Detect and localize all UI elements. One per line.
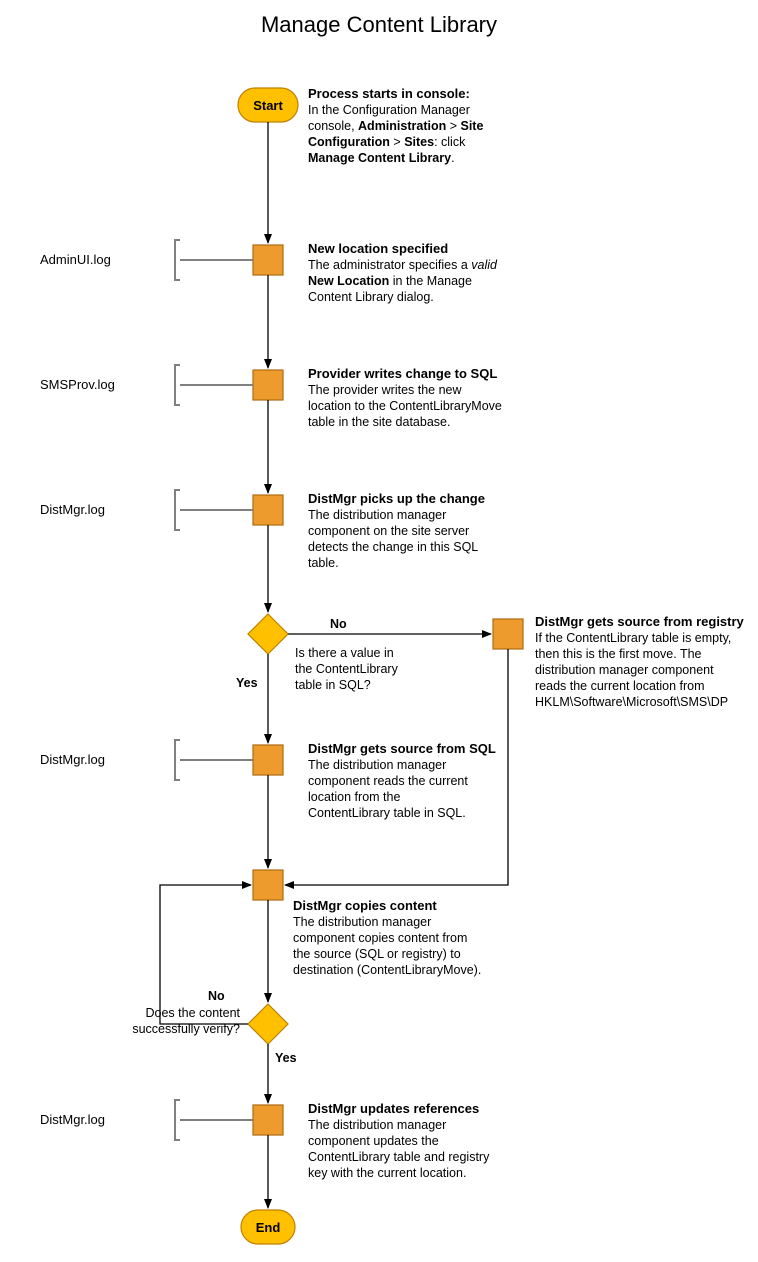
svg-text:reads the current location fro: reads the current location from xyxy=(535,679,705,693)
log-adminui: AdminUI.log xyxy=(40,240,253,280)
svg-text:Is there a value in: Is there a value in xyxy=(295,646,394,660)
svg-text:Start: Start xyxy=(253,98,283,113)
svg-text:New Location in the Manage: New Location in the Manage xyxy=(308,274,472,288)
svg-text:If the ContentLibrary table is: If the ContentLibrary table is empty, xyxy=(535,631,731,645)
svg-text:DistMgr.log: DistMgr.log xyxy=(40,502,105,517)
svg-text:HKLM\Software\Microsoft\SMS\DP: HKLM\Software\Microsoft\SMS\DP xyxy=(535,695,728,709)
svg-text:Configuration > Sites: click: Configuration > Sites: click xyxy=(308,135,466,149)
svg-text:console, Administration > Site: console, Administration > Site xyxy=(308,119,483,133)
svg-text:table.: table. xyxy=(308,556,339,570)
svg-text:component copies content from: component copies content from xyxy=(293,931,467,945)
log-smsprov: SMSProv.log xyxy=(40,365,253,405)
svg-text:Yes: Yes xyxy=(275,1051,297,1065)
svg-text:SMSProv.log: SMSProv.log xyxy=(40,377,115,392)
svg-text:ContentLibrary table in SQL.: ContentLibrary table in SQL. xyxy=(308,806,466,820)
svg-text:detects the change in this SQL: detects the change in this SQL xyxy=(308,540,478,554)
node-d2: Does the content successfully verify? Ye… xyxy=(132,989,296,1065)
svg-text:the ContentLibrary: the ContentLibrary xyxy=(295,662,399,676)
svg-text:The distribution manager: The distribution manager xyxy=(308,758,446,772)
svg-text:Manage Content Library.: Manage Content Library. xyxy=(308,151,455,165)
svg-text:The administrator specifies a: The administrator specifies a valid xyxy=(308,258,498,272)
svg-text:DistMgr copies content: DistMgr copies content xyxy=(293,898,437,913)
log-distmgr-2: DistMgr.log xyxy=(40,740,253,780)
svg-text:End: End xyxy=(256,1220,281,1235)
svg-text:The distribution manager: The distribution manager xyxy=(293,915,431,929)
diagram-title: Manage Content Library xyxy=(261,12,497,37)
svg-text:The distribution manager: The distribution manager xyxy=(308,508,446,522)
svg-text:the source (SQL or registry) t: the source (SQL or registry) to xyxy=(293,947,461,961)
svg-text:The provider writes the new: The provider writes the new xyxy=(308,383,463,397)
node-p2: Provider writes change to SQL The provid… xyxy=(253,366,502,429)
svg-text:Yes: Yes xyxy=(236,676,258,690)
svg-text:DistMgr gets source from SQL: DistMgr gets source from SQL xyxy=(308,741,496,756)
svg-text:Provider writes change to SQL: Provider writes change to SQL xyxy=(308,366,497,381)
svg-text:DistMgr.log: DistMgr.log xyxy=(40,752,105,767)
node-p4: DistMgr gets source from SQL The distrib… xyxy=(253,741,496,820)
node-p5: DistMgr copies content The distribution … xyxy=(253,870,481,977)
svg-text:table in SQL?: table in SQL? xyxy=(295,678,371,692)
svg-text:New location specified: New location specified xyxy=(308,241,448,256)
svg-text:key with the current location.: key with the current location. xyxy=(308,1166,466,1180)
svg-text:AdminUI.log: AdminUI.log xyxy=(40,252,111,267)
svg-text:destination (ContentLibraryMov: destination (ContentLibraryMove). xyxy=(293,963,481,977)
edge-d2-p5-loop xyxy=(160,885,251,1024)
node-pReg: DistMgr gets source from registry If the… xyxy=(493,614,745,709)
svg-text:The distribution manager: The distribution manager xyxy=(308,1118,446,1132)
node-d1: Is there a value in the ContentLibrary t… xyxy=(236,614,399,692)
svg-text:distribution manager component: distribution manager component xyxy=(535,663,714,677)
node-p3: DistMgr picks up the change The distribu… xyxy=(253,491,485,570)
svg-text:location from the: location from the xyxy=(308,790,400,804)
node-end: End xyxy=(241,1210,295,1244)
start-description: Process starts in console: In the Config… xyxy=(308,86,483,165)
svg-text:No: No xyxy=(208,989,225,1003)
svg-text:DistMgr updates references: DistMgr updates references xyxy=(308,1101,479,1116)
svg-text:component updates the: component updates the xyxy=(308,1134,439,1148)
svg-text:location to the ContentLibrary: location to the ContentLibraryMove xyxy=(308,399,502,413)
svg-text:table in the site database.: table in the site database. xyxy=(308,415,450,429)
svg-text:No: No xyxy=(330,617,347,631)
svg-text:Process starts in console:: Process starts in console: xyxy=(308,86,470,101)
node-p6: DistMgr updates references The distribut… xyxy=(253,1101,490,1180)
svg-text:DistMgr picks up the change: DistMgr picks up the change xyxy=(308,491,485,506)
log-distmgr-3: DistMgr.log xyxy=(40,1100,253,1140)
svg-text:component on the site server: component on the site server xyxy=(308,524,469,538)
svg-text:then this is the first move. T: then this is the first move. The xyxy=(535,647,702,661)
svg-text:component reads the current: component reads the current xyxy=(308,774,468,788)
node-start: Start xyxy=(238,88,298,122)
svg-text:In the Configuration Manager: In the Configuration Manager xyxy=(308,103,470,117)
log-distmgr-1: DistMgr.log xyxy=(40,490,253,530)
svg-text:ContentLibrary table and regis: ContentLibrary table and registry xyxy=(308,1150,490,1164)
node-p1: New location specified The administrator… xyxy=(253,241,498,304)
svg-text:Content Library dialog.: Content Library dialog. xyxy=(308,290,434,304)
svg-text:DistMgr gets source from regis: DistMgr gets source from registry xyxy=(535,614,745,629)
svg-text:DistMgr.log: DistMgr.log xyxy=(40,1112,105,1127)
